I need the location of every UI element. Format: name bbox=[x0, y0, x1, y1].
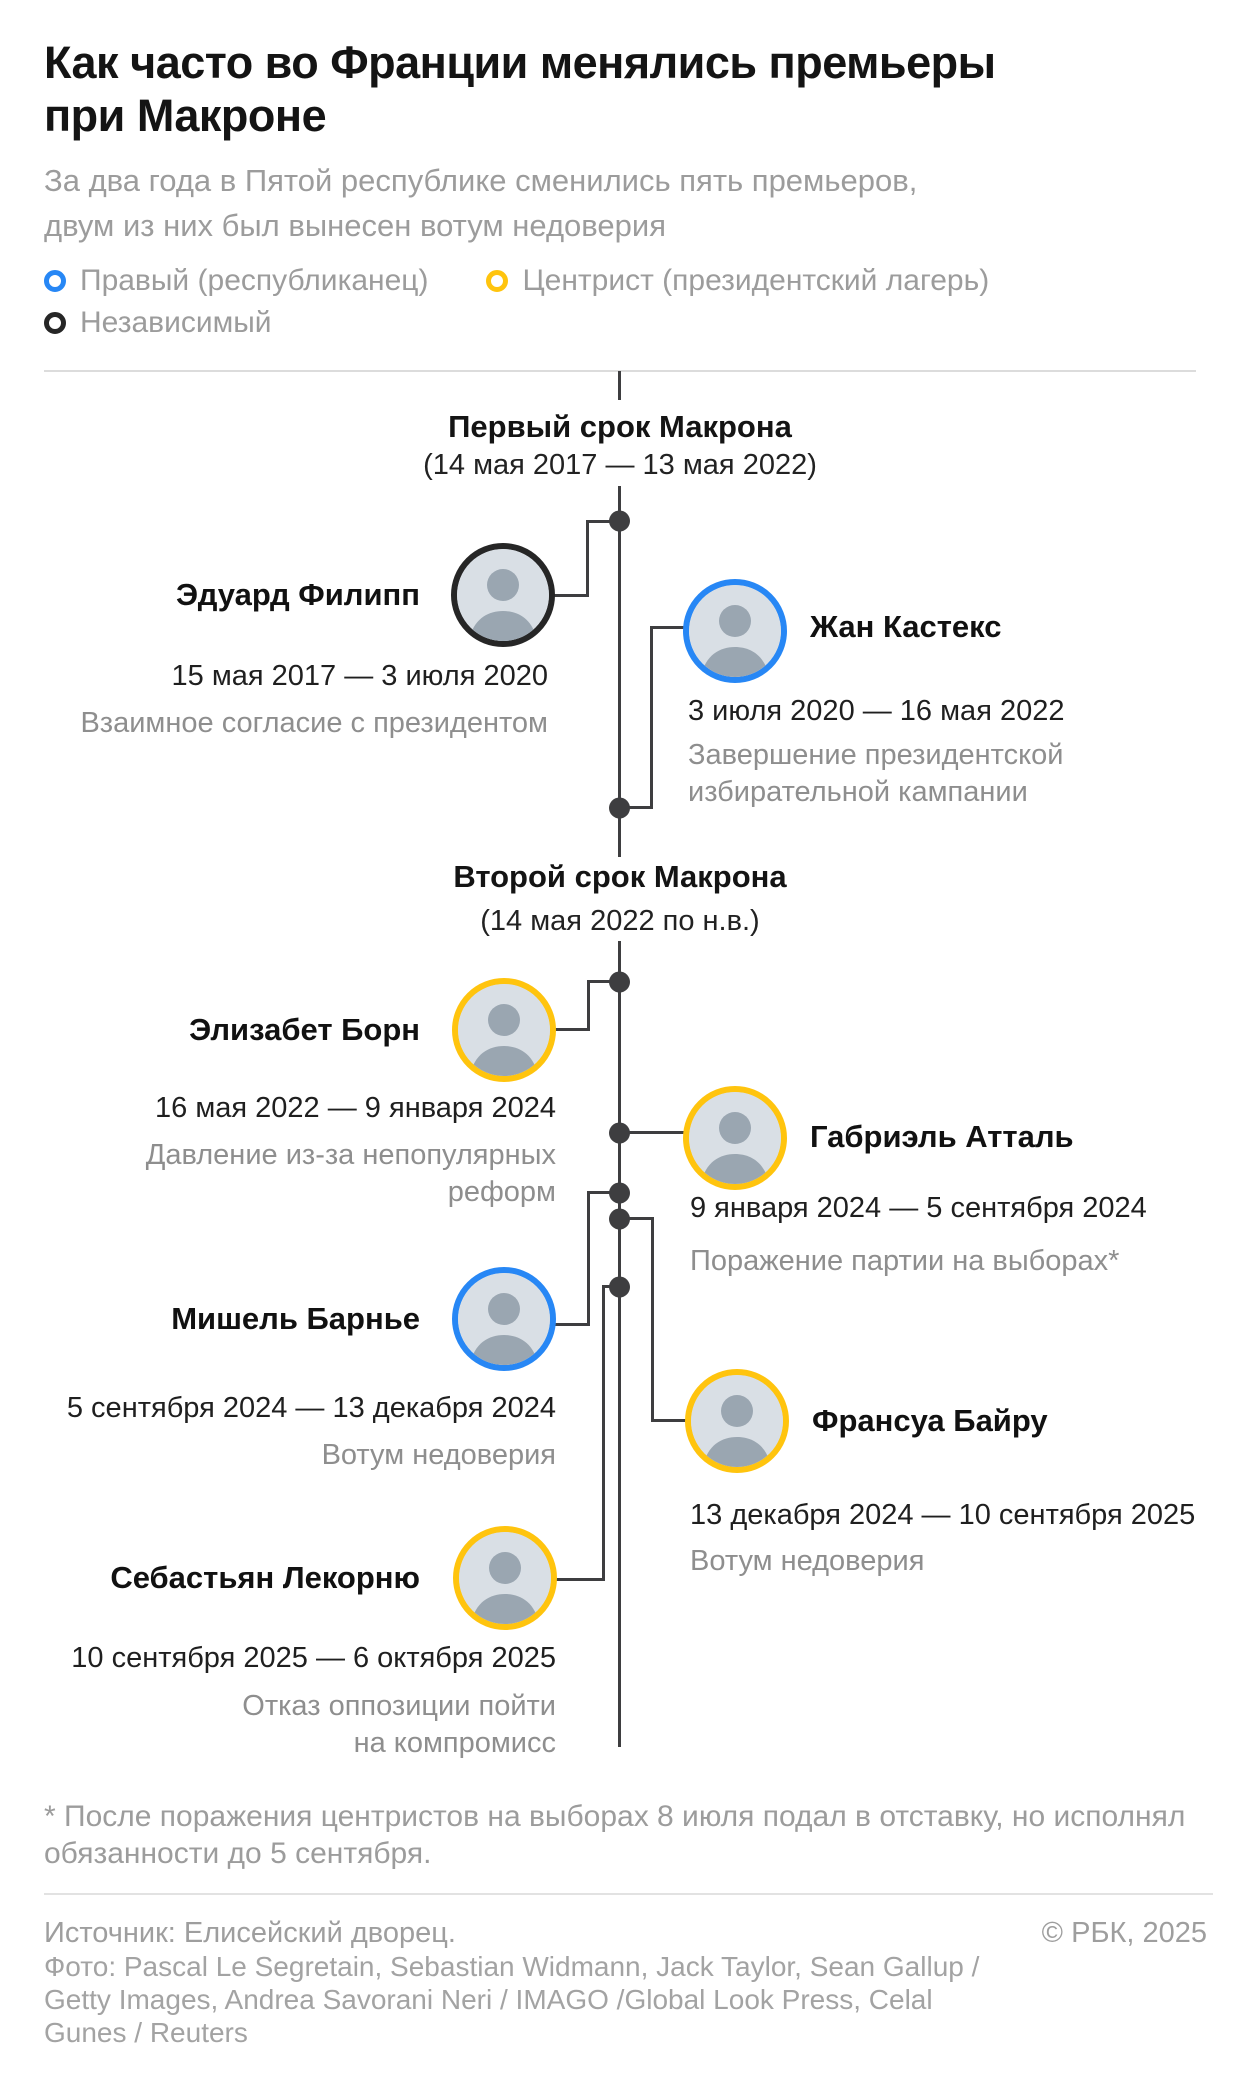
legend-ring-blue-icon bbox=[44, 270, 66, 292]
connector-castex bbox=[617, 626, 686, 809]
connector-lecornu bbox=[556, 1285, 622, 1581]
pm-name: Эдуард Филипп bbox=[176, 577, 420, 612]
timeline-dot-philippe bbox=[609, 510, 630, 532]
connector-philippe bbox=[554, 520, 612, 597]
pm-reason-line: Отказ оппозиции пойти bbox=[242, 1690, 556, 1722]
legend-label-independent: Независимый bbox=[80, 306, 272, 339]
pm-dates: 10 сентября 2025 — 6 октября 2025 bbox=[71, 1642, 556, 1674]
pm-reason-line: Завершение президентской bbox=[688, 739, 1064, 771]
pm-photo-barnier bbox=[452, 1267, 556, 1371]
pm-name: Габриэль Атталь bbox=[810, 1119, 1074, 1154]
page-title: Как часто во Франции менялись премьеры п… bbox=[44, 36, 996, 142]
pm-reason: Вотум недоверия bbox=[322, 1437, 556, 1474]
source-row: Источник: Елисейский дворец. © РБК, 2025 bbox=[44, 1915, 1207, 1951]
pm-dates: 16 мая 2022 — 9 января 2024 bbox=[155, 1092, 556, 1124]
legend-row-2: Независимый bbox=[44, 306, 272, 340]
connector-barnier bbox=[555, 1191, 622, 1326]
person-silhouette-icon bbox=[691, 1375, 783, 1467]
person-silhouette-icon bbox=[689, 1092, 781, 1184]
copyright: © РБК, 2025 bbox=[1041, 1917, 1207, 1949]
term1-dates: (14 мая 2017 — 13 мая 2022) bbox=[423, 449, 817, 481]
pm-photo-borne bbox=[452, 978, 556, 1082]
pm-dates: 9 января 2024 — 5 сентября 2024 bbox=[690, 1192, 1147, 1224]
timeline-dot-attal bbox=[609, 1122, 630, 1144]
pm-photo-attal bbox=[683, 1086, 787, 1190]
pm-reason: Вотум недоверия bbox=[690, 1543, 924, 1580]
timeline-dot-castex bbox=[609, 797, 630, 819]
pm-reason-line: реформ bbox=[447, 1176, 556, 1208]
pm-reason-line: Вотум недоверия bbox=[321, 1439, 556, 1471]
pm-reason-line: Взаимное согласие с президентом bbox=[80, 707, 548, 739]
pm-name: Себастьян Лекорню bbox=[110, 1560, 420, 1595]
source: Источник: Елисейский дворец. bbox=[44, 1917, 456, 1949]
bottom-divider bbox=[44, 1893, 1213, 1895]
person-silhouette-icon bbox=[457, 549, 549, 641]
legend-label-centrist: Центрист (президентский лагерь) bbox=[522, 264, 990, 297]
timeline-dot-lecornu bbox=[609, 1276, 630, 1298]
pm-reason-line: Поражение партии на выборах* bbox=[690, 1245, 1120, 1277]
pm-reason: Отказ оппозиции пойти на компромисс bbox=[242, 1688, 556, 1762]
term2-dates: (14 мая 2022 по н.в.) bbox=[480, 905, 760, 937]
page-title-line2: при Макроне bbox=[44, 90, 327, 141]
pm-dates: 5 сентября 2024 — 13 декабря 2024 bbox=[66, 1392, 556, 1424]
credits-line: Фото: Pascal Le Segretain, Sebastian Wid… bbox=[44, 1951, 980, 1982]
timeline-dot-barnier bbox=[609, 1182, 630, 1204]
pm-photo-lecornu bbox=[453, 1526, 557, 1630]
pm-reason-line: избирательной кампании bbox=[688, 776, 1028, 808]
connector-borne bbox=[555, 980, 622, 1031]
pm-reason-line: на компромисс bbox=[353, 1727, 556, 1759]
footnote-line: * После поражения центристов на выборах … bbox=[44, 1800, 1186, 1833]
timeline-dot-borne bbox=[609, 971, 630, 993]
subtitle: За два года в Пятой республике сменились… bbox=[44, 158, 917, 248]
credits-line: Getty Images, Andrea Savorani Neri / IMA… bbox=[44, 1984, 933, 2015]
term1-title: Первый срок Макрона bbox=[448, 409, 792, 444]
pm-name: Элизабет Борн bbox=[189, 1012, 420, 1047]
footnote-line: обязанности до 5 сентября. bbox=[44, 1837, 432, 1870]
subtitle-line2: двум из них был вынесен вотум недоверия bbox=[44, 208, 666, 243]
legend-ring-black-icon bbox=[44, 312, 66, 334]
pm-reason-line: Давление из-за непопулярных bbox=[145, 1139, 556, 1171]
person-silhouette-icon bbox=[458, 984, 550, 1076]
legend-ring-yellow-icon bbox=[486, 270, 509, 292]
page-title-line1: Как часто во Франции менялись премьеры bbox=[44, 37, 996, 88]
pm-name: Франсуа Байру bbox=[812, 1403, 1048, 1438]
pm-photo-castex bbox=[683, 579, 787, 683]
person-silhouette-icon bbox=[458, 1273, 550, 1365]
pm-reason: Поражение партии на выборах* bbox=[690, 1243, 1119, 1280]
pm-reason: Давление из-за непопулярных реформ bbox=[146, 1137, 556, 1211]
pm-name: Жан Кастекс bbox=[810, 609, 1002, 644]
subtitle-line1: За два года в Пятой республике сменились… bbox=[44, 163, 918, 198]
footnote: * После поражения центристов на выборах … bbox=[44, 1798, 1185, 1872]
pm-reason: Взаимное согласие с президентом bbox=[80, 705, 548, 742]
pm-dates: 15 мая 2017 — 3 июля 2020 bbox=[171, 660, 548, 692]
person-silhouette-icon bbox=[689, 585, 781, 677]
legend-row-1: Правый (республиканец) Центрист (президе… bbox=[44, 264, 989, 298]
pm-reason-line: Вотум недоверия bbox=[690, 1545, 925, 1577]
timeline-dot-bayrou bbox=[609, 1208, 630, 1230]
pm-reason: Завершение президентской избирательной к… bbox=[688, 737, 1063, 811]
pm-photo-philippe bbox=[451, 543, 555, 647]
credits-line: Gunes / Reuters bbox=[44, 2017, 248, 2048]
pm-dates: 13 декабря 2024 — 10 сентября 2025 bbox=[690, 1499, 1196, 1531]
photo-credits: Фото: Pascal Le Segretain, Sebastian Wid… bbox=[44, 1950, 979, 2049]
term2-title: Второй срок Макрона bbox=[453, 859, 787, 894]
pm-dates: 3 июля 2020 — 16 мая 2022 bbox=[688, 695, 1065, 727]
pm-name: Мишель Барнье bbox=[171, 1301, 420, 1336]
pm-photo-bayrou bbox=[685, 1369, 789, 1473]
connector-bayrou bbox=[617, 1217, 688, 1422]
person-silhouette-icon bbox=[459, 1532, 551, 1624]
legend-label-right: Правый (республиканец) bbox=[80, 264, 429, 297]
